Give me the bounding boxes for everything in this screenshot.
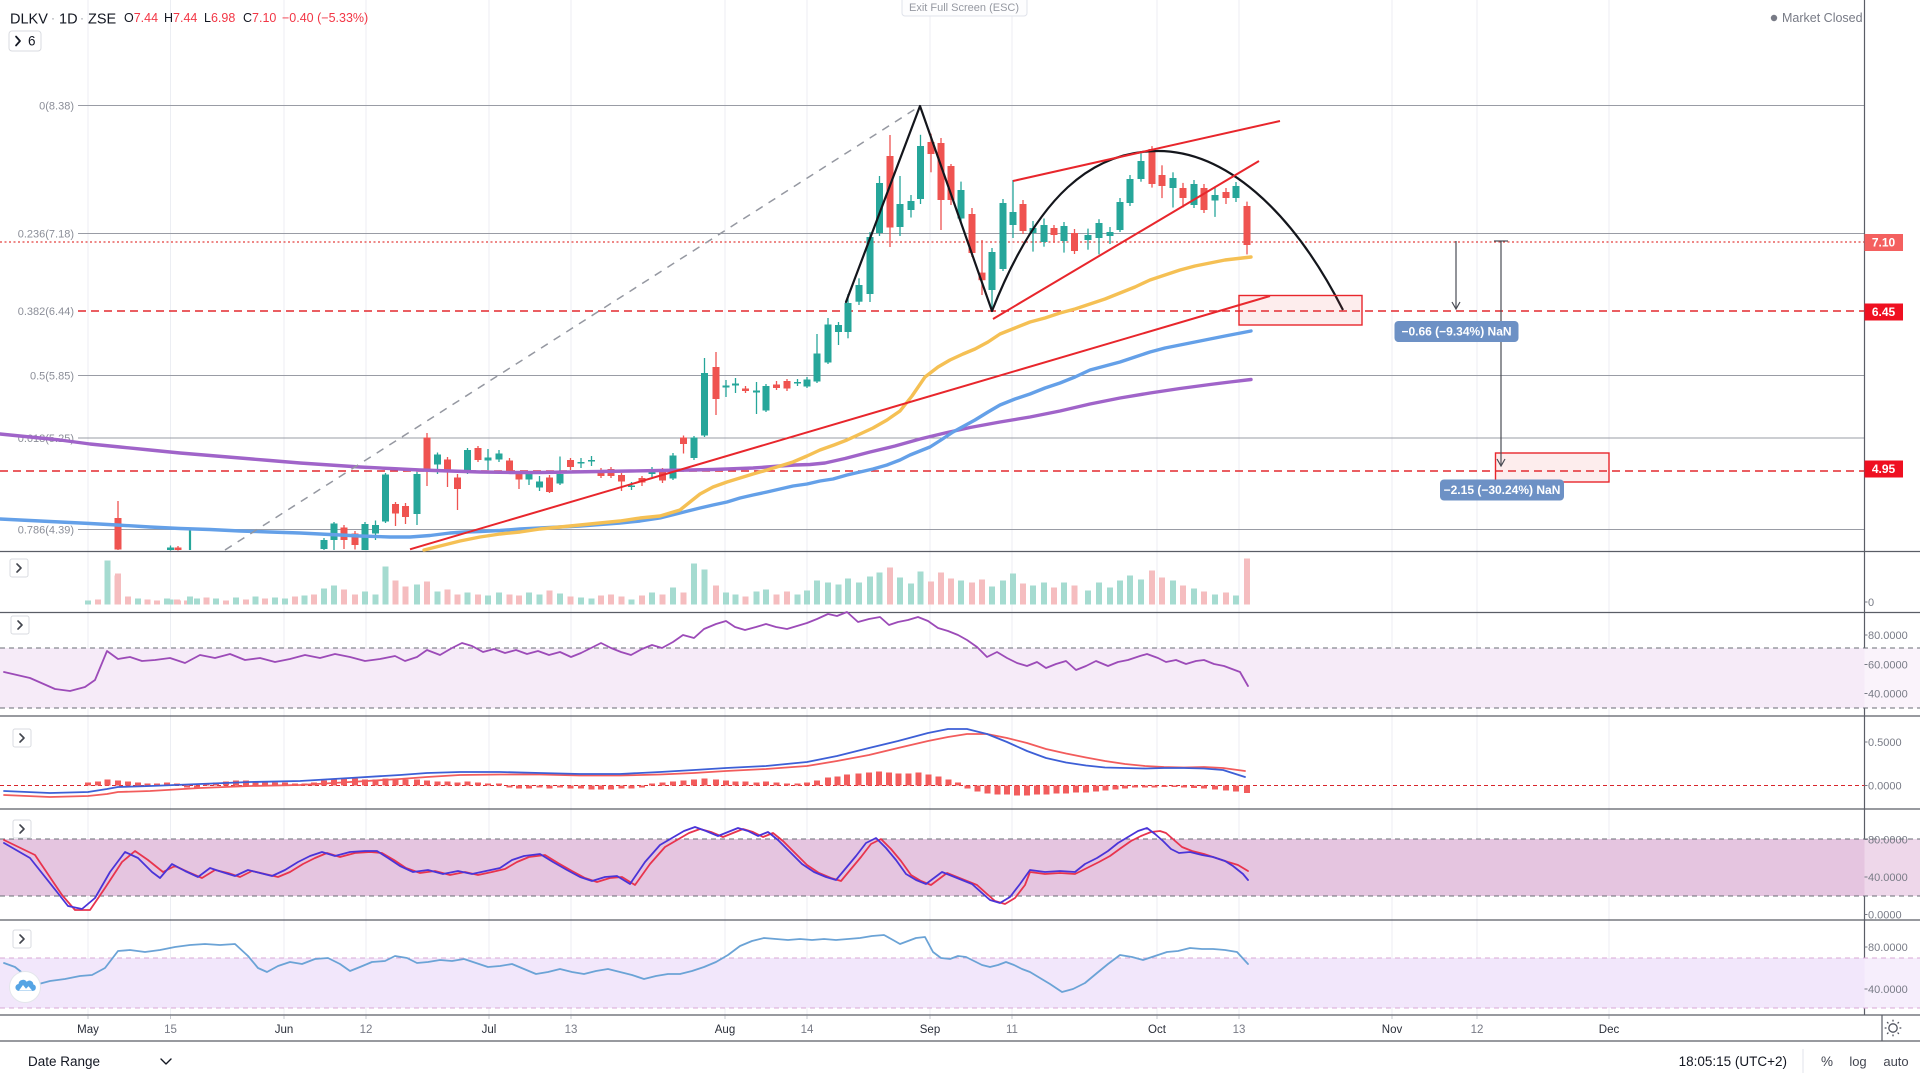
svg-text:13: 13 — [1233, 1024, 1246, 1036]
svg-text:−0.66 (−9.34%) NaN: −0.66 (−9.34%) NaN — [1401, 325, 1511, 339]
svg-text:40.0000: 40.0000 — [1868, 872, 1908, 884]
svg-text:L6.98: L6.98 — [204, 11, 235, 25]
svg-text:H7.44: H7.44 — [164, 11, 197, 25]
svg-text:Date Range: Date Range — [28, 1054, 100, 1069]
svg-text:Nov: Nov — [1382, 1024, 1403, 1036]
svg-text:Jun: Jun — [275, 1024, 294, 1036]
svg-text:%: % — [1821, 1054, 1833, 1069]
svg-text:Aug: Aug — [715, 1024, 735, 1036]
svg-text:6: 6 — [28, 34, 36, 49]
svg-text:0.5(5.85): 0.5(5.85) — [30, 371, 74, 383]
svg-text:18:05:15 (UTC+2): 18:05:15 (UTC+2) — [1679, 1054, 1787, 1069]
svg-text:0.786(4.39): 0.786(4.39) — [18, 525, 74, 537]
svg-text:Dec: Dec — [1599, 1024, 1620, 1036]
svg-text:·: · — [51, 11, 55, 25]
svg-text:Oct: Oct — [1148, 1024, 1167, 1036]
svg-text:40.0000: 40.0000 — [1868, 689, 1908, 701]
svg-text:6.45: 6.45 — [1872, 305, 1896, 319]
svg-text:15: 15 — [164, 1024, 177, 1036]
svg-text:0.236(7.18): 0.236(7.18) — [18, 229, 74, 241]
svg-text:12: 12 — [360, 1024, 373, 1036]
svg-text:0.382(6.44): 0.382(6.44) — [18, 306, 74, 318]
svg-text:Market Closed: Market Closed — [1782, 11, 1863, 25]
svg-text:60.0000: 60.0000 — [1868, 660, 1908, 672]
svg-text:80.0000: 80.0000 — [1868, 630, 1908, 642]
svg-text:0.5000: 0.5000 — [1868, 737, 1902, 749]
svg-text:Sep: Sep — [920, 1024, 940, 1036]
svg-text:7.10: 7.10 — [1872, 236, 1896, 250]
svg-text:Jul: Jul — [482, 1024, 497, 1036]
svg-text:1D: 1D — [59, 12, 78, 28]
svg-text:0: 0 — [1868, 597, 1874, 609]
svg-text:auto: auto — [1883, 1054, 1908, 1069]
svg-text:Exit Full Screen (ESC): Exit Full Screen (ESC) — [909, 2, 1019, 14]
svg-text:12: 12 — [1471, 1024, 1484, 1036]
svg-text:DLKV: DLKV — [10, 12, 48, 28]
svg-text:80.0000: 80.0000 — [1868, 835, 1908, 847]
svg-text:·: · — [80, 11, 84, 25]
svg-text:40.0000: 40.0000 — [1868, 984, 1908, 996]
svg-text:May: May — [77, 1024, 99, 1036]
svg-text:O7.44: O7.44 — [124, 11, 158, 25]
svg-text:80.0000: 80.0000 — [1868, 942, 1908, 954]
svg-text:11: 11 — [1006, 1024, 1018, 1036]
svg-text:−2.15 (−30.24%) NaN: −2.15 (−30.24%) NaN — [1444, 483, 1561, 497]
svg-text:−0.40 (−5.33%): −0.40 (−5.33%) — [282, 11, 368, 25]
svg-text:0.0000: 0.0000 — [1868, 910, 1902, 922]
svg-text:0(8.38): 0(8.38) — [39, 101, 74, 113]
svg-text:log: log — [1849, 1054, 1866, 1069]
svg-text:13: 13 — [565, 1024, 578, 1036]
svg-text:14: 14 — [801, 1024, 814, 1036]
svg-text:ZSE: ZSE — [88, 12, 117, 28]
svg-text:C7.10: C7.10 — [243, 11, 276, 25]
svg-text:4.95: 4.95 — [1872, 462, 1896, 476]
svg-text:0.0000: 0.0000 — [1868, 781, 1902, 793]
